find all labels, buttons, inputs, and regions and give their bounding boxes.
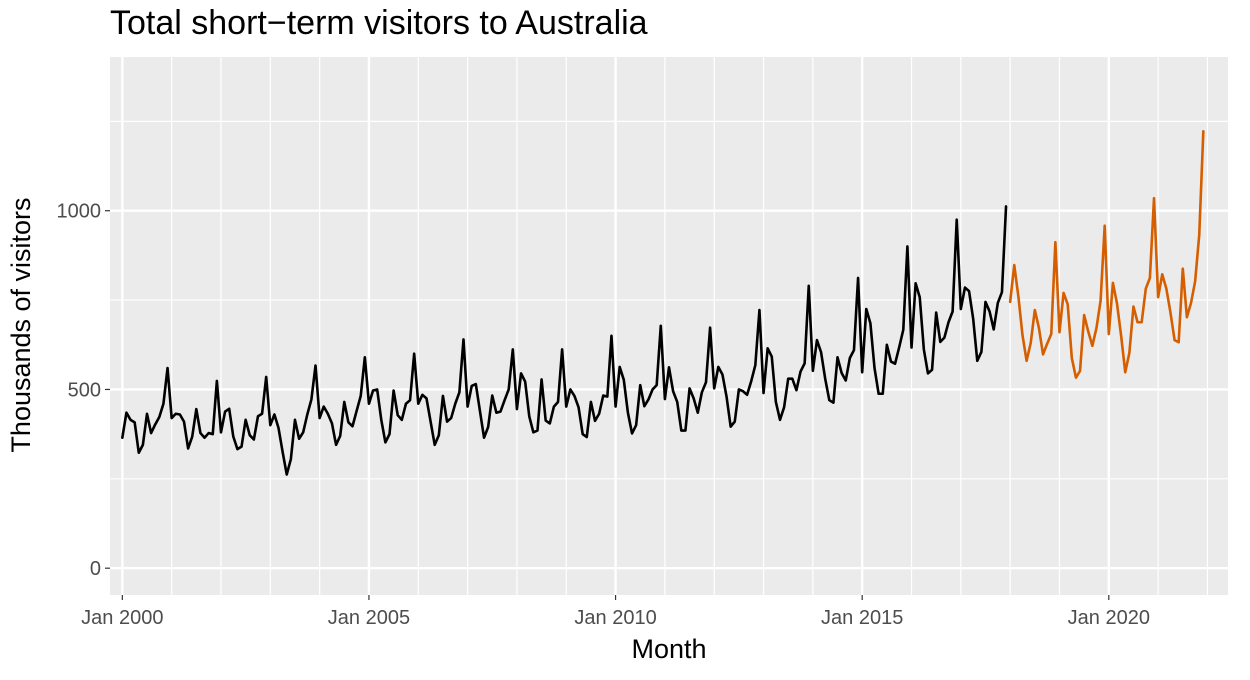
y-axis: 0 500 1000	[57, 201, 110, 580]
series-line-historical	[121, 205, 1008, 476]
chart-title: Total short−term visitors to Australia	[110, 4, 648, 42]
grid-minor	[110, 57, 1228, 595]
grid-major	[110, 57, 1228, 595]
y-tick-label: 1000	[57, 201, 102, 223]
x-tick-label: Jan 2010	[574, 607, 656, 629]
x-tick-label: Jan 2020	[1068, 607, 1150, 629]
x-axis: Jan 2000 Jan 2005 Jan 2010 Jan 2015 Jan 2020	[81, 595, 1150, 629]
x-tick-label: Jan 2000	[81, 607, 163, 629]
x-tick-label: Jan 2005	[328, 607, 410, 629]
y-axis-title: Thousands of visitors	[6, 197, 36, 452]
y-tick-label: 0	[90, 558, 101, 580]
x-tick-label: Jan 2015	[821, 607, 903, 629]
series-layer	[121, 130, 1205, 476]
plot-background	[110, 57, 1228, 595]
series-line-forecast	[1008, 130, 1205, 379]
x-axis-title: Month	[631, 634, 706, 664]
y-tick-label: 500	[68, 379, 101, 401]
